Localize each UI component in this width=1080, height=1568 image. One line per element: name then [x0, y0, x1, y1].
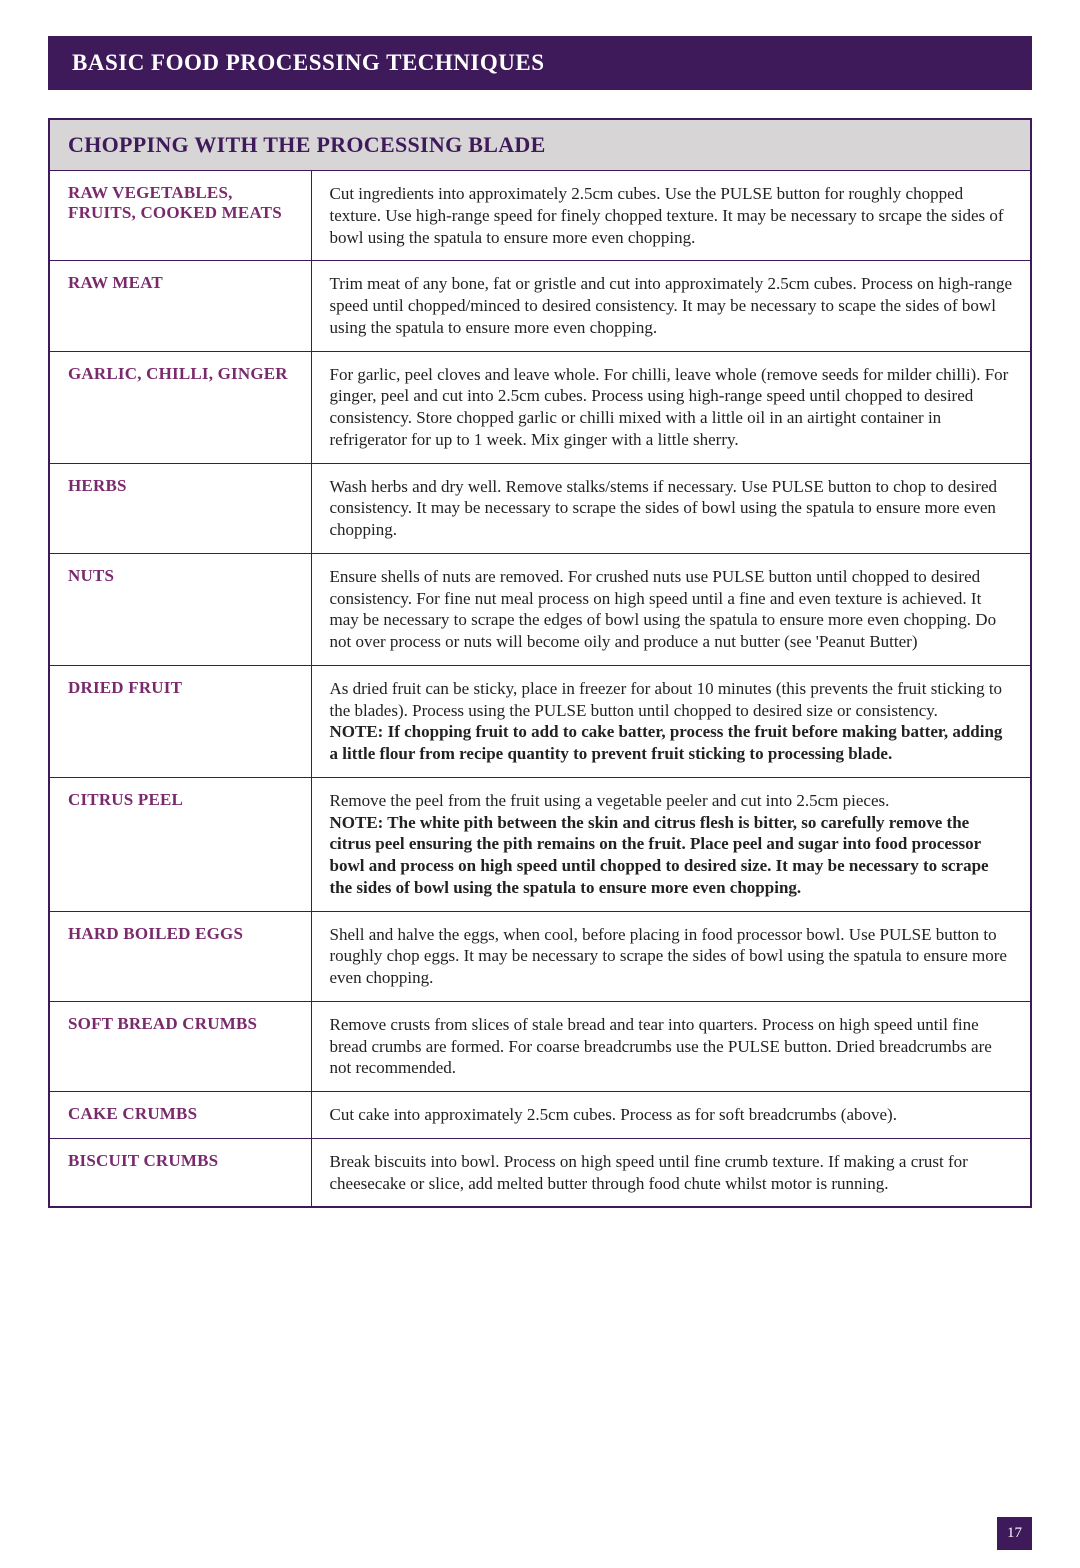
page-number-badge: 17	[997, 1517, 1032, 1550]
table-row: CITRUS PEEL Remove the peel from the fru…	[49, 777, 1031, 911]
table-row: RAW MEAT Trim meat of any bone, fat or g…	[49, 261, 1031, 351]
row-label: DRIED FRUIT	[49, 665, 311, 777]
row-label: CAKE CRUMBS	[49, 1092, 311, 1139]
table-row: HERBS Wash herbs and dry well. Remove st…	[49, 463, 1031, 553]
row-desc: For garlic, peel cloves and leave whole.…	[311, 351, 1031, 463]
row-desc: Wash herbs and dry well. Remove stalks/s…	[311, 463, 1031, 553]
table-row: CAKE CRUMBS Cut cake into approximately …	[49, 1092, 1031, 1139]
row-label: RAW MEAT	[49, 261, 311, 351]
page-title: BASIC FOOD PROCESSING TECHNIQUES	[72, 50, 1008, 76]
table-header: CHOPPING WITH THE PROCESSING BLADE	[68, 132, 546, 157]
row-label: RAW VEGETABLES, FRUITS, COOKED MEATS	[49, 171, 311, 261]
row-desc: Break biscuits into bowl. Process on hig…	[311, 1138, 1031, 1207]
table-row: BISCUIT CRUMBS Break biscuits into bowl.…	[49, 1138, 1031, 1207]
row-label: SOFT BREAD CRUMBS	[49, 1001, 311, 1091]
table-row: HARD BOILED EGGS Shell and halve the egg…	[49, 911, 1031, 1001]
row-desc: Remove crusts from slices of stale bread…	[311, 1001, 1031, 1091]
table-row: DRIED FRUIT As dried fruit can be sticky…	[49, 665, 1031, 777]
row-label: HARD BOILED EGGS	[49, 911, 311, 1001]
row-label: HERBS	[49, 463, 311, 553]
processing-table: CHOPPING WITH THE PROCESSING BLADE RAW V…	[48, 118, 1032, 1208]
table-row: RAW VEGETABLES, FRUITS, COOKED MEATS Cut…	[49, 171, 1031, 261]
row-desc: Cut ingredients into approximately 2.5cm…	[311, 171, 1031, 261]
row-desc: Trim meat of any bone, fat or gristle an…	[311, 261, 1031, 351]
row-desc: Remove the peel from the fruit using a v…	[311, 777, 1031, 911]
page-header-band: BASIC FOOD PROCESSING TECHNIQUES	[48, 36, 1032, 90]
row-label: CITRUS PEEL	[49, 777, 311, 911]
row-label: NUTS	[49, 553, 311, 665]
table-row: NUTS Ensure shells of nuts are removed. …	[49, 553, 1031, 665]
page-number: 17	[1007, 1525, 1022, 1541]
table-row: SOFT BREAD CRUMBS Remove crusts from sli…	[49, 1001, 1031, 1091]
row-desc: As dried fruit can be sticky, place in f…	[311, 665, 1031, 777]
row-desc: Cut cake into approximately 2.5cm cubes.…	[311, 1092, 1031, 1139]
table-header-row: CHOPPING WITH THE PROCESSING BLADE	[49, 119, 1031, 171]
row-label: GARLIC, CHILLI, GINGER	[49, 351, 311, 463]
table-row: GARLIC, CHILLI, GINGER For garlic, peel …	[49, 351, 1031, 463]
row-desc: Ensure shells of nuts are removed. For c…	[311, 553, 1031, 665]
row-label: BISCUIT CRUMBS	[49, 1138, 311, 1207]
row-desc: Shell and halve the eggs, when cool, bef…	[311, 911, 1031, 1001]
